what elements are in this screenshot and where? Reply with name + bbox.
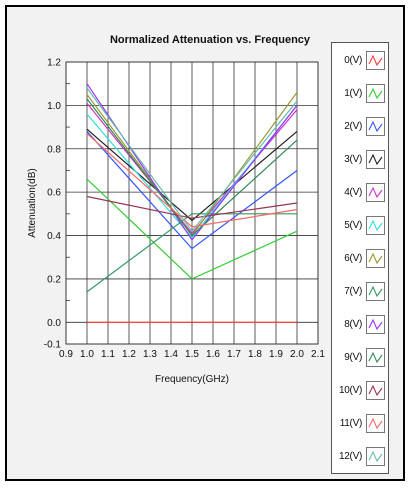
legend-entry: 10(V) bbox=[332, 375, 390, 408]
legend-line-sample bbox=[368, 120, 383, 133]
y-tick-label: -0.1 bbox=[44, 340, 62, 351]
legend-label: 3(V) bbox=[344, 154, 362, 165]
legend-label: 8(V) bbox=[344, 319, 362, 330]
series-line-9 bbox=[86, 98, 298, 237]
chart-legend: 0(V) 1(V) 2(V) 3(V) 4(V) 5(V) 6(V) 7(V) 8(V) 9(V)… bbox=[331, 42, 389, 474]
series-line-3 bbox=[86, 128, 298, 222]
x-tick-label: 1.7 bbox=[227, 349, 241, 360]
legend-swatch bbox=[366, 150, 385, 169]
legend-swatch bbox=[366, 447, 385, 466]
series-line-7 bbox=[86, 213, 297, 293]
legend-entry: 2(V) bbox=[332, 111, 390, 144]
y-tick-label: 1.0 bbox=[47, 101, 61, 112]
legend-line-sample bbox=[368, 186, 383, 199]
series-line-12 bbox=[86, 87, 298, 233]
legend-swatch bbox=[366, 315, 385, 334]
x-tick-label: 1.4 bbox=[164, 349, 178, 360]
legend-swatch bbox=[366, 117, 385, 136]
legend-entry: 12(V) bbox=[332, 441, 390, 474]
legend-label: 12(V) bbox=[339, 451, 362, 462]
x-tick-label: 1.8 bbox=[248, 349, 262, 360]
x-tick-label: 0.9 bbox=[59, 349, 73, 360]
legend-label: 2(V) bbox=[344, 121, 362, 132]
legend-line-sample bbox=[368, 318, 383, 331]
legend-swatch bbox=[366, 249, 385, 268]
series-line-1 bbox=[86, 178, 298, 280]
legend-label: 5(V) bbox=[344, 220, 362, 231]
x-tick-label: 2.1 bbox=[311, 349, 325, 360]
legend-entry: 7(V) bbox=[332, 276, 390, 309]
legend-line-sample bbox=[368, 87, 383, 100]
legend-swatch bbox=[366, 348, 385, 367]
legend-swatch bbox=[366, 183, 385, 202]
legend-entry: 1(V) bbox=[332, 78, 390, 111]
legend-swatch bbox=[366, 51, 385, 70]
legend-label: 7(V) bbox=[344, 286, 362, 297]
legend-label: 0(V) bbox=[344, 55, 362, 66]
legend-line-sample bbox=[368, 285, 383, 298]
y-tick-label: 1.2 bbox=[47, 58, 61, 69]
x-tick-label: 2.0 bbox=[290, 349, 304, 360]
legend-label: 4(V) bbox=[344, 187, 362, 198]
legend-swatch bbox=[366, 84, 385, 103]
x-tick-label: 1.3 bbox=[143, 349, 157, 360]
y-tick-label: 0.6 bbox=[47, 188, 61, 199]
legend-label: 10(V) bbox=[339, 385, 362, 396]
y-tick-label: 0.2 bbox=[47, 274, 61, 285]
legend-line-sample bbox=[368, 417, 383, 430]
chart-title: Normalized Attenuation vs. Frequency bbox=[110, 34, 311, 46]
x-tick-label: 1.1 bbox=[101, 349, 115, 360]
series-line-2 bbox=[86, 130, 298, 250]
legend-line-sample bbox=[368, 219, 383, 232]
legend-swatch bbox=[366, 414, 385, 433]
legend-entry: 8(V) bbox=[332, 309, 390, 342]
legend-entry: 3(V) bbox=[332, 144, 390, 177]
legend-entry: 11(V) bbox=[332, 408, 390, 441]
legend-line-sample bbox=[368, 252, 383, 265]
series-line-11 bbox=[86, 133, 298, 228]
x-tick-label: 1.5 bbox=[185, 349, 199, 360]
legend-label: 11(V) bbox=[339, 418, 363, 429]
legend-swatch bbox=[366, 216, 385, 235]
y-tick-label: 0.4 bbox=[47, 231, 61, 242]
legend-line-sample bbox=[368, 450, 383, 463]
y-tick-label: 0.8 bbox=[47, 144, 61, 155]
y-tick-label: 0.0 bbox=[47, 318, 61, 329]
y-axis-label: Attenuation(dB) bbox=[27, 168, 38, 238]
series-line-10 bbox=[86, 195, 298, 219]
legend-line-sample bbox=[368, 351, 383, 364]
x-tick-label: 1.6 bbox=[206, 349, 220, 360]
x-axis-label: Frequency(GHz) bbox=[155, 374, 229, 385]
legend-line-sample bbox=[368, 384, 383, 397]
legend-entry: 4(V) bbox=[332, 177, 390, 210]
x-tick-label: 1.2 bbox=[122, 349, 136, 360]
x-tick-label: 1.9 bbox=[269, 349, 283, 360]
legend-entry: 9(V) bbox=[332, 342, 390, 375]
legend-label: 1(V) bbox=[344, 88, 362, 99]
legend-swatch bbox=[366, 381, 385, 400]
legend-entry: 6(V) bbox=[332, 243, 390, 276]
legend-swatch bbox=[366, 282, 385, 301]
legend-line-sample bbox=[368, 54, 383, 67]
legend-label: 6(V) bbox=[344, 253, 362, 264]
legend-line-sample bbox=[368, 153, 383, 166]
legend-entry: 0(V) bbox=[332, 45, 390, 78]
x-tick-label: 1.0 bbox=[80, 349, 94, 360]
legend-label: 9(V) bbox=[344, 352, 362, 363]
legend-entry: 5(V) bbox=[332, 210, 390, 243]
